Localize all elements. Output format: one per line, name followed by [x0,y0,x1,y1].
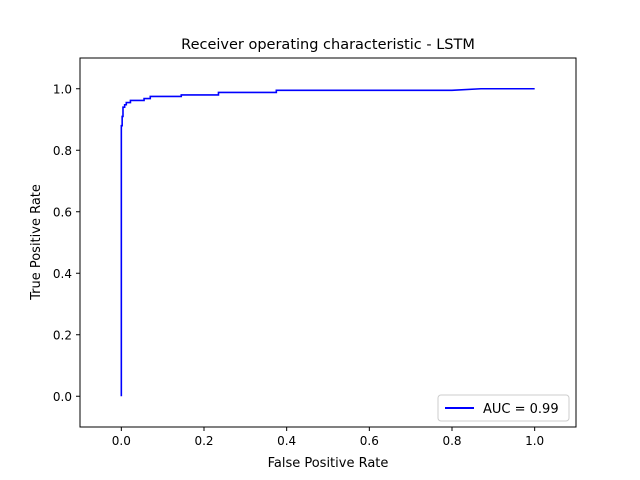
y-axis-ticks: 0.0 0.2 0.4 0.6 0.8 1.0 [53,82,80,404]
x-axis-label: False Positive Rate [268,456,389,471]
x-tick-label: 1.0 [525,434,544,448]
y-tick-label: 1.0 [53,82,72,96]
y-tick-label: 0.0 [53,390,72,404]
legend-label: AUC = 0.99 [483,402,559,417]
y-tick-label: 0.6 [53,205,72,219]
x-tick-label: 0.4 [277,434,296,448]
chart-title: Receiver operating characteristic - LSTM [181,37,475,53]
x-tick-label: 0.8 [442,434,461,448]
series-layer [120,87,535,397]
plot-area [79,57,577,428]
x-tick-label: 0.2 [194,434,213,448]
y-tick-label: 0.2 [53,328,72,342]
x-axis-ticks: 0.0 0.2 0.4 0.6 0.8 1.0 [112,427,544,448]
y-tick-label: 0.8 [53,144,72,158]
y-tick-label: 0.4 [53,267,72,281]
legend: AUC = 0.99 [437,394,570,422]
x-tick-label: 0.0 [112,434,131,448]
y-axis-label: True Positive Rate [29,184,44,301]
x-tick-label: 0.6 [360,434,379,448]
legend-box [437,394,570,422]
roc-curve-line [120,87,535,397]
